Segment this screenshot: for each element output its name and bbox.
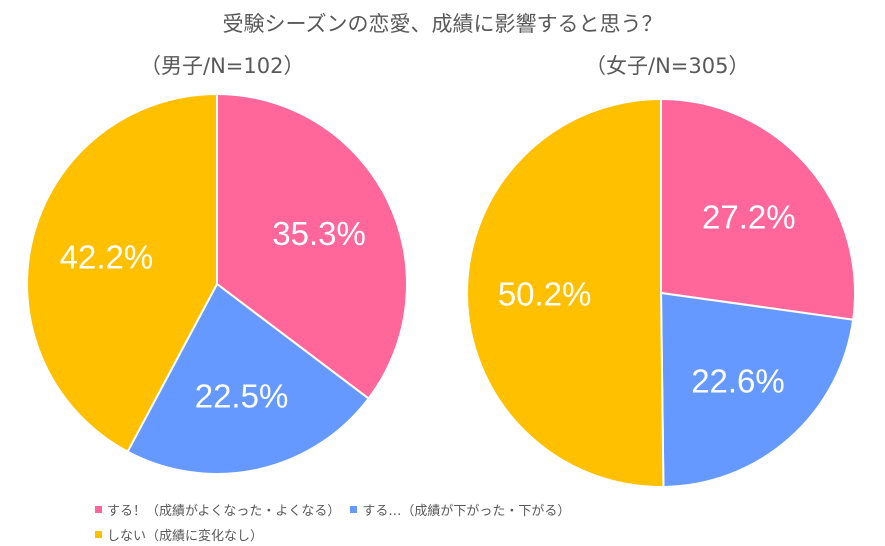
pie-title-male: （男子/N=102）	[140, 54, 305, 78]
legend-swatch	[95, 531, 102, 538]
data-label: 22.5%	[195, 377, 289, 414]
pie-slice	[26, 92, 218, 453]
legend-label: する…（成績が下がった・下がる）	[362, 504, 571, 519]
legend-swatch	[350, 506, 358, 513]
legend-item-none: しない（成績に変化なし）	[95, 525, 263, 544]
pie-slice	[126, 282, 370, 475]
pie-slice	[659, 291, 855, 488]
data-label: 27.2%	[702, 199, 796, 236]
chart-title: 受験シーズンの恋愛、成績に影響すると思う？	[222, 12, 663, 36]
pie-title-female: （女子/N=305）	[585, 54, 750, 78]
pie-slice	[660, 97, 856, 321]
pie-slice	[466, 97, 665, 488]
legend-label: しない（成績に変化なし）	[107, 529, 264, 544]
pie-slice	[216, 92, 408, 400]
legend-item-positive: する！（成績がよくなった・よくなる） する…（成績が下がった・下がる）	[95, 500, 570, 519]
data-label: 42.2%	[60, 238, 154, 275]
legend-label: する！（成績がよくなった・よくなる）	[107, 504, 341, 519]
data-label: 50.2%	[498, 276, 592, 313]
legend-swatch	[95, 506, 102, 513]
data-label: 22.6%	[691, 362, 785, 399]
data-label: 35.3%	[272, 215, 366, 252]
